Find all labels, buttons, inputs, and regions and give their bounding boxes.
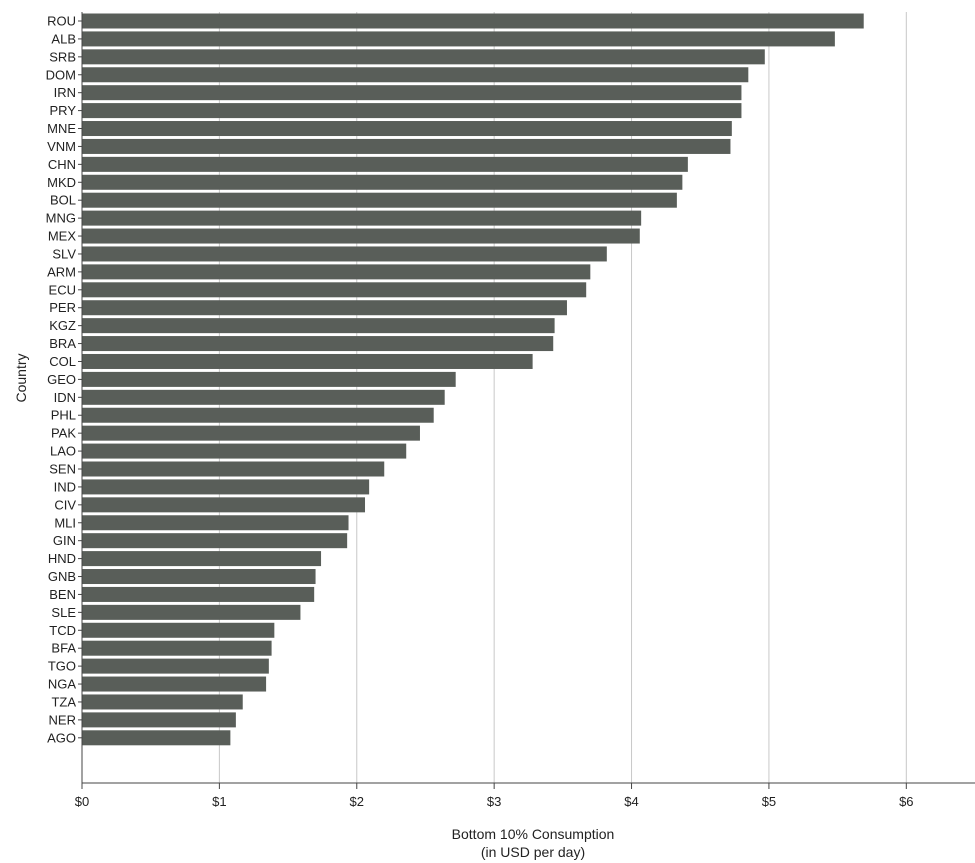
bar — [82, 31, 835, 47]
y-tick-label: TGO — [48, 659, 76, 674]
bar — [82, 300, 567, 316]
bar — [82, 604, 301, 620]
y-tick-label: CIV — [54, 497, 76, 512]
bar — [82, 676, 267, 692]
bar — [82, 138, 731, 154]
y-tick-label: MKD — [47, 175, 76, 190]
y-tick-label: PRY — [50, 103, 77, 118]
bar — [82, 103, 742, 119]
y-tick-label: BOL — [50, 193, 76, 208]
y-tick-label: IRN — [54, 85, 76, 100]
x-tick-label: $1 — [212, 794, 226, 809]
bar — [82, 67, 749, 83]
bar — [82, 49, 765, 65]
bar — [82, 586, 315, 602]
bar — [82, 730, 231, 746]
y-tick-label: ECU — [49, 282, 76, 297]
bar — [82, 264, 591, 280]
y-tick-label: MEX — [48, 229, 77, 244]
y-tick-label: TCD — [49, 623, 76, 638]
y-tick-label: ARM — [47, 264, 76, 279]
bar — [82, 443, 407, 459]
bar — [82, 318, 555, 334]
y-tick-label: PER — [49, 300, 76, 315]
x-axis-title: Bottom 10% Consumption — [452, 826, 615, 842]
y-tick-label: TZA — [51, 694, 76, 709]
y-tick-label: AGO — [47, 730, 76, 745]
y-tick-label: GNB — [48, 569, 76, 584]
bar — [82, 551, 322, 567]
bar — [82, 210, 642, 226]
bar — [82, 622, 275, 638]
y-tick-label: PAK — [51, 426, 76, 441]
y-tick-label: SRB — [49, 49, 76, 64]
y-tick-label: LAO — [50, 444, 76, 459]
x-tick-label: $5 — [762, 794, 776, 809]
bar — [82, 658, 269, 674]
bar — [82, 407, 434, 423]
y-tick-label: NER — [49, 712, 76, 727]
bar — [82, 515, 349, 531]
y-tick-label: COL — [49, 354, 76, 369]
y-tick-label: NGA — [48, 677, 77, 692]
bar — [82, 246, 607, 262]
y-axis-title: Country — [13, 353, 29, 402]
y-tick-label: GEO — [47, 372, 76, 387]
bar — [82, 371, 456, 387]
bar — [82, 479, 370, 495]
y-tick-label: BRA — [49, 336, 76, 351]
bar — [82, 336, 554, 352]
y-tick-label: CHN — [48, 157, 76, 172]
bar — [82, 461, 385, 477]
y-tick-label: DOM — [46, 67, 76, 82]
bar — [82, 425, 420, 441]
y-tick-label: ROU — [47, 14, 76, 29]
bar — [82, 156, 688, 172]
x-tick-label: $3 — [487, 794, 501, 809]
bar — [82, 353, 533, 369]
y-tick-labels: ROU ALB SRB DOM IRN PRY MNE VNM CHN MKD BOL MNG MEX S… — [46, 14, 82, 745]
y-tick-label: GIN — [53, 533, 76, 548]
y-tick-label: HND — [48, 551, 76, 566]
bar — [82, 712, 236, 728]
y-tick-label: VNM — [47, 139, 76, 154]
x-tick-label: $2 — [350, 794, 364, 809]
y-tick-label: MLI — [54, 515, 76, 530]
y-tick-label: IDN — [54, 390, 76, 405]
bar — [82, 389, 445, 405]
x-axis-subtitle: (in USD per day) — [481, 844, 585, 860]
bar — [82, 121, 732, 137]
y-tick-label: MNG — [46, 211, 76, 226]
bar — [82, 85, 742, 101]
bar — [82, 694, 243, 710]
y-tick-label: SEN — [49, 462, 76, 477]
y-tick-label: BFA — [51, 641, 76, 656]
bar — [82, 192, 677, 208]
y-tick-label: KGZ — [49, 318, 76, 333]
y-tick-label: MNE — [47, 121, 76, 136]
bar — [82, 497, 366, 513]
bar — [82, 533, 348, 549]
y-tick-label: SLE — [51, 605, 76, 620]
y-tick-label: BEN — [49, 587, 76, 602]
bar — [82, 640, 272, 656]
bar — [82, 13, 864, 29]
y-tick-label: SLV — [52, 246, 76, 261]
x-tick-label: $4 — [624, 794, 638, 809]
bar — [82, 569, 316, 585]
y-tick-label: IND — [54, 479, 76, 494]
bar — [82, 282, 587, 298]
y-tick-label: ALB — [51, 31, 76, 46]
x-tick-label: $0 — [75, 794, 89, 809]
y-tick-label: PHL — [51, 408, 76, 423]
bar — [82, 174, 683, 190]
bars — [82, 13, 864, 746]
x-ticks: $0 $1 $2 $3 $4 $5 $6 — [75, 783, 914, 809]
bar — [82, 228, 640, 244]
x-tick-label: $6 — [899, 794, 913, 809]
